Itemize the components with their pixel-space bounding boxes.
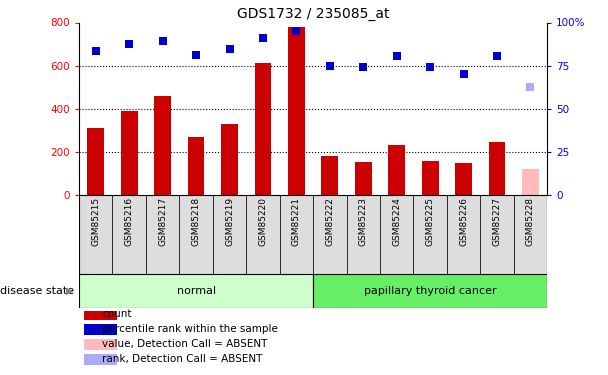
Bar xyxy=(121,111,137,195)
Text: GSM85220: GSM85220 xyxy=(258,197,268,246)
Bar xyxy=(84,309,117,320)
Point xyxy=(91,48,101,54)
Bar xyxy=(389,146,405,195)
Bar xyxy=(246,195,280,274)
Bar xyxy=(280,195,313,274)
Point xyxy=(224,46,234,53)
Point xyxy=(358,64,368,70)
Text: GSM85215: GSM85215 xyxy=(91,197,100,246)
Point xyxy=(392,53,401,59)
Bar xyxy=(514,195,547,274)
Text: GSM85221: GSM85221 xyxy=(292,197,301,246)
Bar xyxy=(84,324,117,334)
Point xyxy=(191,52,201,58)
Bar xyxy=(79,195,112,274)
Text: percentile rank within the sample: percentile rank within the sample xyxy=(102,324,278,334)
Bar xyxy=(380,195,413,274)
Bar xyxy=(489,141,505,195)
Bar xyxy=(84,339,117,350)
Bar xyxy=(288,27,305,195)
Bar xyxy=(88,128,104,195)
Text: GSM85228: GSM85228 xyxy=(526,197,535,246)
Point xyxy=(291,28,301,34)
Text: GSM85225: GSM85225 xyxy=(426,197,435,246)
Bar xyxy=(355,162,371,195)
Point xyxy=(157,38,167,44)
Text: normal: normal xyxy=(176,286,216,296)
Text: value, Detection Call = ABSENT: value, Detection Call = ABSENT xyxy=(102,339,268,349)
Text: ▶: ▶ xyxy=(66,286,74,296)
Text: GSM85224: GSM85224 xyxy=(392,197,401,246)
Text: disease state: disease state xyxy=(0,286,74,296)
Text: rank, Detection Call = ABSENT: rank, Detection Call = ABSENT xyxy=(102,354,263,364)
Text: GSM85226: GSM85226 xyxy=(459,197,468,246)
Point xyxy=(458,71,468,77)
Bar xyxy=(255,63,271,195)
Bar xyxy=(413,195,447,274)
Bar xyxy=(213,195,246,274)
Bar xyxy=(146,195,179,274)
Point xyxy=(124,41,134,47)
Bar xyxy=(322,156,338,195)
Bar xyxy=(188,137,204,195)
Text: GSM85223: GSM85223 xyxy=(359,197,368,246)
Bar xyxy=(221,124,238,195)
Title: GDS1732 / 235085_at: GDS1732 / 235085_at xyxy=(237,8,389,21)
Text: GSM85222: GSM85222 xyxy=(325,197,334,246)
Point xyxy=(425,64,435,70)
Text: papillary thyroid cancer: papillary thyroid cancer xyxy=(364,286,497,296)
Text: count: count xyxy=(102,309,132,319)
Text: GSM85216: GSM85216 xyxy=(125,197,134,246)
Point xyxy=(525,84,535,90)
Bar xyxy=(313,195,347,274)
Text: GSM85227: GSM85227 xyxy=(492,197,502,246)
Bar xyxy=(347,195,380,274)
Bar xyxy=(84,354,117,364)
Point xyxy=(325,63,334,69)
Text: GSM85217: GSM85217 xyxy=(158,197,167,246)
Text: GSM85218: GSM85218 xyxy=(192,197,201,246)
Bar xyxy=(422,160,438,195)
Bar xyxy=(455,163,472,195)
Bar xyxy=(112,195,146,274)
Bar xyxy=(179,195,213,274)
Bar xyxy=(447,195,480,274)
Bar xyxy=(79,274,313,308)
Point xyxy=(258,34,268,40)
Bar xyxy=(154,96,171,195)
Bar xyxy=(480,195,514,274)
Bar xyxy=(522,169,539,195)
Point xyxy=(492,53,502,59)
Bar xyxy=(313,274,547,308)
Text: GSM85219: GSM85219 xyxy=(225,197,234,246)
